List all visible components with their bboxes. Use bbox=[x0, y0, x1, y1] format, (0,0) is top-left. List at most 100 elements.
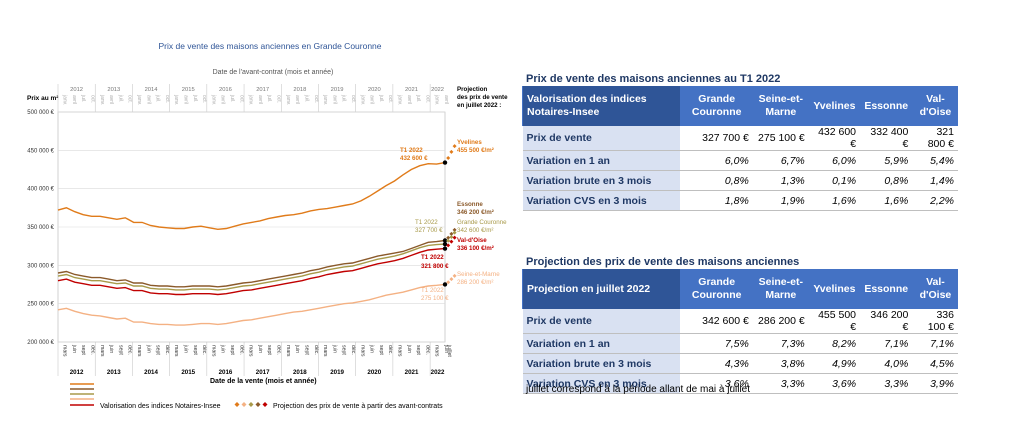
top-tick-label: avril bbox=[406, 95, 412, 104]
table-cell: 2,2% bbox=[912, 190, 958, 211]
year-label: 2015 bbox=[181, 369, 195, 376]
table-row: Variation brute en 3 mois 0,8% 1,3% 0,1% 0,8… bbox=[522, 170, 958, 191]
top-year-label: 2016 bbox=[219, 87, 232, 93]
table-cell: 8,2% bbox=[808, 333, 861, 354]
row-label: Variation CVS en 3 mois bbox=[522, 190, 681, 211]
table-cell: 3,9% bbox=[912, 373, 958, 394]
x-tick-label: sept bbox=[80, 345, 86, 355]
table-cell: 1,3% bbox=[752, 170, 809, 191]
price-line-chart: Prix de vente des maisons anciennes en G… bbox=[27, 41, 508, 410]
table-cell: 0,1% bbox=[808, 170, 861, 191]
table-cell: 6,0% bbox=[680, 150, 753, 171]
column-header: Yvelines bbox=[808, 86, 861, 126]
annotation-gc-t1: T1 2022 bbox=[415, 219, 438, 226]
annotation-essonne-proj: Essonne bbox=[457, 201, 483, 208]
top-tick-label: avril bbox=[71, 95, 77, 104]
y-tick-label: 500 000 € bbox=[27, 110, 54, 116]
table-cell: 336 100 € bbox=[912, 309, 958, 334]
series-t1-point bbox=[442, 160, 448, 165]
x-tick-label: juin bbox=[406, 344, 412, 353]
row-label: Variation brute en 3 mois bbox=[522, 353, 681, 374]
projection-point bbox=[449, 231, 454, 236]
year-label: 2017 bbox=[256, 369, 270, 376]
table-cell: 332 400 € bbox=[860, 126, 913, 151]
column-header: Essonne bbox=[859, 269, 913, 309]
x-tick-label: déc. bbox=[387, 345, 393, 355]
row-label: Variation en 1 an bbox=[522, 150, 681, 171]
annotation-valdoise-t1-value: 321 800 € bbox=[421, 263, 449, 270]
top-year-label: 2018 bbox=[293, 87, 306, 93]
x-tick-label: déc. bbox=[201, 345, 207, 355]
top-tick-label: oct. bbox=[424, 95, 430, 103]
table-cell: 3,3% bbox=[752, 373, 809, 394]
top-tick-label: avril bbox=[294, 95, 300, 104]
year-label: 2012 bbox=[70, 369, 84, 376]
projection-point bbox=[449, 239, 454, 244]
price-table-projection: Projection en juillet 2022 Grande Couron… bbox=[522, 269, 958, 394]
x-axis-label: Date de la vente (mois et année) bbox=[210, 378, 317, 385]
projection-point bbox=[446, 235, 451, 240]
table-cell: 1,6% bbox=[808, 190, 861, 211]
annotation-sm-proj-value: 286 200 €/m² bbox=[457, 279, 493, 286]
table-row: Variation en 1 an 7,5% 7,3% 8,2% 7,1% 7,1% bbox=[522, 333, 958, 354]
table1-title: Prix de vente des maisons anciennes au T… bbox=[526, 73, 781, 85]
table-corner: Valorisation des indices Notaires-Insee bbox=[522, 86, 681, 126]
series-line bbox=[57, 243, 446, 291]
table-cell: 0,8% bbox=[860, 170, 913, 191]
x-tick-label: juin bbox=[331, 344, 337, 353]
table-row: Variation CVS en 3 mois 3,6% 3,3% 3,6% 3,3% 3… bbox=[522, 373, 958, 394]
table-cell: 342 600 € bbox=[680, 309, 753, 334]
row-label: Variation CVS en 3 mois bbox=[522, 373, 681, 394]
table-row: Prix de vente 327 700 €275 100 €432 600 €… bbox=[522, 126, 958, 151]
top-tick-label: oct. bbox=[164, 95, 170, 103]
table-cell: 1,9% bbox=[752, 190, 809, 211]
year-label: 2019 bbox=[330, 369, 344, 376]
top-tick-label: janv. bbox=[396, 94, 402, 105]
x-tick-label: sept bbox=[229, 345, 235, 355]
projection-point bbox=[446, 238, 451, 243]
top-tick-label: janv. bbox=[210, 94, 216, 105]
x-tick-label: sept bbox=[378, 345, 384, 355]
table2-title: Projection des prix de vente des maisons… bbox=[526, 256, 800, 268]
x-tick-label: mars bbox=[210, 345, 216, 357]
column-header: Seine-et-Marne bbox=[752, 86, 809, 126]
top-tick-label: oct. bbox=[350, 95, 356, 103]
year-label: 2016 bbox=[219, 369, 233, 376]
top-year-label: 2020 bbox=[368, 87, 381, 93]
projection-point bbox=[449, 277, 454, 282]
table-cell: 286 200 € bbox=[752, 309, 809, 334]
column-header: Yvelines bbox=[808, 269, 861, 309]
table-cell: 3,8% bbox=[752, 353, 809, 374]
annotation-valdoise-t1: T1 2022 bbox=[421, 254, 444, 261]
x-tick-label: déc. bbox=[313, 345, 319, 355]
table-cell: 3,6% bbox=[808, 373, 861, 394]
table-cell: 4,0% bbox=[860, 353, 913, 374]
table-cell: 346 200 € bbox=[860, 309, 913, 334]
year-label: 2014 bbox=[144, 369, 158, 376]
table-corner: Projection en juillet 2022 bbox=[522, 269, 681, 309]
top-tick-label: oct. bbox=[313, 95, 319, 103]
x-tick-label: juin bbox=[257, 344, 263, 353]
x-tick-label: sept bbox=[155, 345, 161, 355]
row-label: Variation brute en 3 mois bbox=[522, 170, 681, 191]
top-year-label: 2017 bbox=[256, 87, 269, 93]
x-tick-label: juin bbox=[145, 344, 151, 353]
series-line bbox=[57, 247, 446, 296]
x-tick-label: déc. bbox=[89, 345, 95, 355]
annotation-essonne-proj-value: 346 200 €/m² bbox=[457, 209, 494, 216]
table-cell: 4,5% bbox=[912, 353, 958, 374]
table-cell: 432 600 € bbox=[808, 126, 861, 151]
table-cell: 1,6% bbox=[860, 190, 913, 211]
annotation-gc-proj-value: 342 600 €/m² bbox=[457, 227, 493, 234]
series-t1-point bbox=[442, 246, 448, 251]
year-label: 2021 bbox=[405, 369, 419, 376]
footnote: juillet correspond à la période allant d… bbox=[526, 384, 751, 395]
top-axis-title: Date de l'avant-contrat (mois et année) bbox=[213, 69, 334, 76]
table-cell: 4,9% bbox=[808, 353, 861, 374]
top-tick-label: avril bbox=[108, 95, 114, 104]
projection-point bbox=[452, 235, 457, 240]
annotation-yvelines-proj-value: 455 500 €/m² bbox=[457, 147, 494, 154]
x-tick-label: mars bbox=[434, 345, 440, 357]
y-tick-label: 400 000 € bbox=[27, 187, 54, 193]
